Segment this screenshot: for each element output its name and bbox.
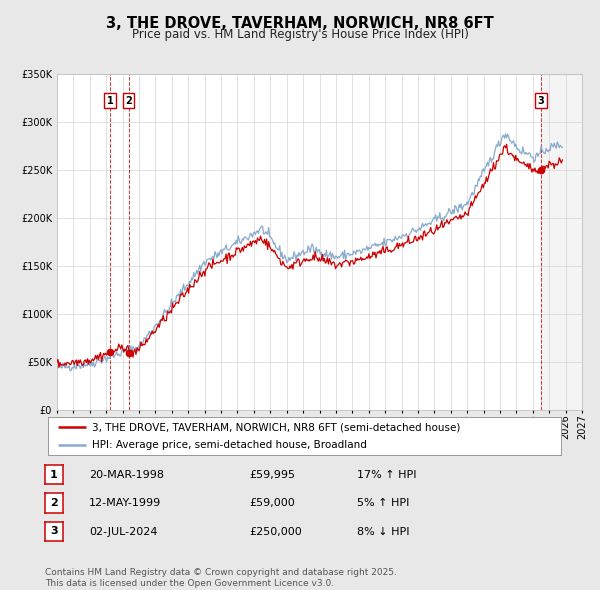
- Text: 2: 2: [125, 96, 132, 106]
- Text: 3: 3: [538, 96, 544, 106]
- Text: 2: 2: [50, 498, 58, 508]
- Text: 3: 3: [50, 526, 58, 536]
- Text: £59,995: £59,995: [249, 470, 295, 480]
- Text: 1: 1: [50, 470, 58, 480]
- Text: 12-MAY-1999: 12-MAY-1999: [89, 499, 161, 508]
- Text: 3, THE DROVE, TAVERHAM, NORWICH, NR8 6FT (semi-detached house): 3, THE DROVE, TAVERHAM, NORWICH, NR8 6FT…: [92, 422, 460, 432]
- Text: 17% ↑ HPI: 17% ↑ HPI: [357, 470, 416, 480]
- Text: HPI: Average price, semi-detached house, Broadland: HPI: Average price, semi-detached house,…: [92, 440, 367, 450]
- Bar: [541, 74, 582, 410]
- Text: Price paid vs. HM Land Registry's House Price Index (HPI): Price paid vs. HM Land Registry's House …: [131, 28, 469, 41]
- Text: 8% ↓ HPI: 8% ↓ HPI: [357, 527, 409, 536]
- Text: 20-MAR-1998: 20-MAR-1998: [89, 470, 164, 480]
- Text: £250,000: £250,000: [249, 527, 302, 536]
- Text: 1: 1: [106, 96, 113, 106]
- Text: £59,000: £59,000: [249, 499, 295, 508]
- Text: 3, THE DROVE, TAVERHAM, NORWICH, NR8 6FT: 3, THE DROVE, TAVERHAM, NORWICH, NR8 6FT: [106, 16, 494, 31]
- Text: 02-JUL-2024: 02-JUL-2024: [89, 527, 157, 536]
- Text: 5% ↑ HPI: 5% ↑ HPI: [357, 499, 409, 508]
- Text: Contains HM Land Registry data © Crown copyright and database right 2025.
This d: Contains HM Land Registry data © Crown c…: [45, 568, 397, 588]
